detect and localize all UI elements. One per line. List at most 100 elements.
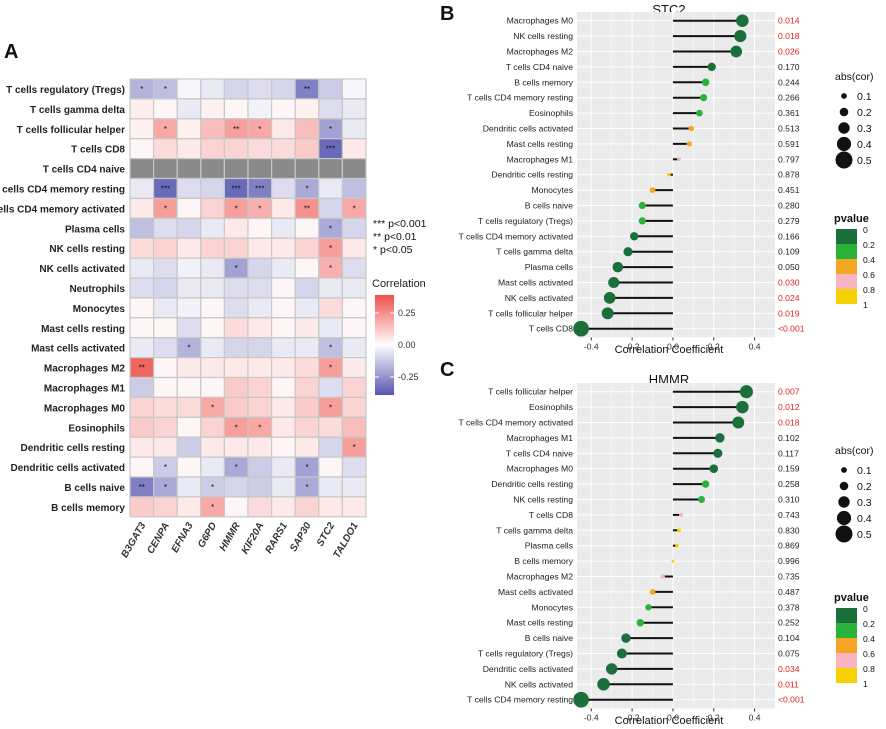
p-value-label: 0.014 — [778, 16, 800, 26]
heatmap-cell — [294, 237, 320, 259]
size-legend-label: 0.4 — [857, 139, 872, 151]
lollipop-dot — [677, 528, 681, 533]
heatmap-cell — [129, 416, 155, 438]
heatmap-cell — [341, 376, 367, 398]
heatmap-cell — [294, 396, 320, 418]
heatmap-cell — [271, 456, 296, 478]
p-value-label: 0.869 — [778, 541, 800, 551]
heatmap-cell-star: * — [187, 344, 190, 353]
heatmap-cell — [341, 337, 367, 359]
heatmap-cell — [129, 456, 155, 478]
heatmap-cell — [271, 416, 296, 438]
lollipop-dot — [573, 320, 589, 337]
heatmap-cell — [200, 138, 226, 160]
size-legend-label: 0.1 — [857, 465, 872, 477]
heatmap-cell — [294, 297, 320, 319]
heatmap-cell — [153, 396, 178, 418]
heatmap-cell — [176, 317, 202, 339]
heatmap-cell-star: * — [258, 204, 261, 213]
heatmap-row-label: NK cells resting — [49, 244, 125, 255]
heatmap-cell — [247, 297, 273, 319]
heatmap-row-label: T cells CD4 naive — [43, 165, 126, 176]
heatmap-cell — [247, 496, 273, 518]
size-legend-dot — [841, 93, 847, 99]
p-value-label: 0.050 — [778, 262, 800, 272]
colorbar-tick-label: 0.25 — [398, 308, 416, 318]
lollipop-dot — [715, 433, 725, 443]
heatmap-cell-star: * — [164, 85, 167, 94]
heatmap-cell-star: * — [164, 483, 167, 492]
heatmap-cell — [129, 118, 155, 140]
heatmap-cell — [341, 158, 367, 180]
heatmap-cell — [200, 277, 226, 299]
heatmap-cell — [129, 237, 155, 259]
heatmap-cell — [200, 98, 226, 120]
heatmap-cell — [223, 277, 249, 299]
heatmap-row-label: Plasma cells — [65, 224, 125, 235]
heatmap-cell-star: * — [329, 125, 332, 134]
correlation-legend: Correlation 0.25 0.00 -0.25 — [372, 278, 426, 395]
heatmap-cell-star: * — [329, 344, 332, 353]
heatmap-col-label: KIF20A — [240, 521, 267, 556]
p-value-label: 0.034 — [778, 664, 800, 674]
heatmap-cell — [223, 138, 249, 160]
p-value-label: 0.019 — [778, 308, 800, 318]
x-tick-label: 0.2 — [708, 341, 720, 351]
heatmap-cell — [341, 476, 367, 498]
size-legend-dot — [836, 510, 852, 526]
heatmap-cell — [200, 416, 226, 438]
row-label-t-cells-follicular-helper: T cells follicular helper — [488, 387, 573, 397]
row-label-dendritic-cells-activated: Dendritic cells activated — [483, 664, 573, 674]
row-label-eosinophils: Eosinophils — [529, 108, 573, 118]
heatmap-cell — [271, 98, 296, 120]
correlation-legend-title: Correlation — [372, 278, 426, 290]
row-label-t-cells-cd4-memory-resting: T cells CD4 memory resting — [467, 695, 573, 705]
heatmap-cell — [176, 496, 202, 518]
heatmap-cell — [223, 158, 249, 180]
pvalue-legend-label: 0.2 — [863, 619, 875, 629]
heatmap-row-label: T cells regulatory (Tregs) — [6, 85, 125, 96]
panel-c-letter: C — [440, 359, 454, 381]
row-label-t-cells-cd8: T cells CD8 — [529, 324, 573, 334]
heatmap-cell — [247, 237, 273, 259]
heatmap-cell — [294, 217, 320, 239]
heatmap-cell — [271, 158, 296, 180]
heatmap-cell — [318, 197, 343, 219]
heatmap-cell-star: * — [235, 204, 238, 213]
heatmap-cell — [318, 98, 343, 120]
panel-a-letter: A — [4, 41, 18, 63]
p-value-label: 0.266 — [778, 93, 800, 103]
pvalue-legend-label: 0 — [863, 225, 868, 235]
heatmap-cell-star: ** — [233, 125, 239, 134]
heatmap-cell — [153, 297, 178, 319]
size-legend-dot — [839, 481, 849, 491]
heatmap-cell — [129, 177, 155, 199]
heatmap-cell — [223, 357, 249, 379]
size-legend-title: abs(cor) — [835, 71, 874, 83]
heatmap-cell — [223, 217, 249, 239]
heatmap-cell — [223, 237, 249, 259]
heatmap-row-label: Dendritic cells activated — [11, 463, 126, 474]
x-tick-label: -0.4 — [584, 712, 599, 722]
row-label-macrophages-m0: Macrophages M0 — [507, 16, 574, 26]
x-tick-label: -0.2 — [625, 341, 640, 351]
lollipop-dot — [638, 217, 646, 225]
heatmap-cell — [129, 496, 155, 518]
p-value-label: 0.102 — [778, 433, 800, 443]
heatmap-cell — [247, 277, 273, 299]
heatmap-cell — [223, 297, 249, 319]
lollipop-dot — [696, 109, 703, 117]
lollipop-dot — [623, 247, 633, 257]
row-label-nk-cells-resting: NK cells resting — [513, 495, 573, 505]
heatmap-cell — [318, 436, 343, 458]
size-legend-label: 0.4 — [857, 513, 872, 525]
heatmap-cell — [153, 237, 178, 259]
heatmap-cell — [129, 138, 155, 160]
x-tick-label: 0.0 — [667, 712, 679, 722]
heatmap-cell — [318, 376, 343, 398]
heatmap-cell — [247, 98, 273, 120]
lollipop-dot — [732, 416, 745, 429]
lollipop-dot — [649, 187, 656, 194]
row-label-dendritic-cells-resting: Dendritic cells resting — [491, 170, 573, 180]
